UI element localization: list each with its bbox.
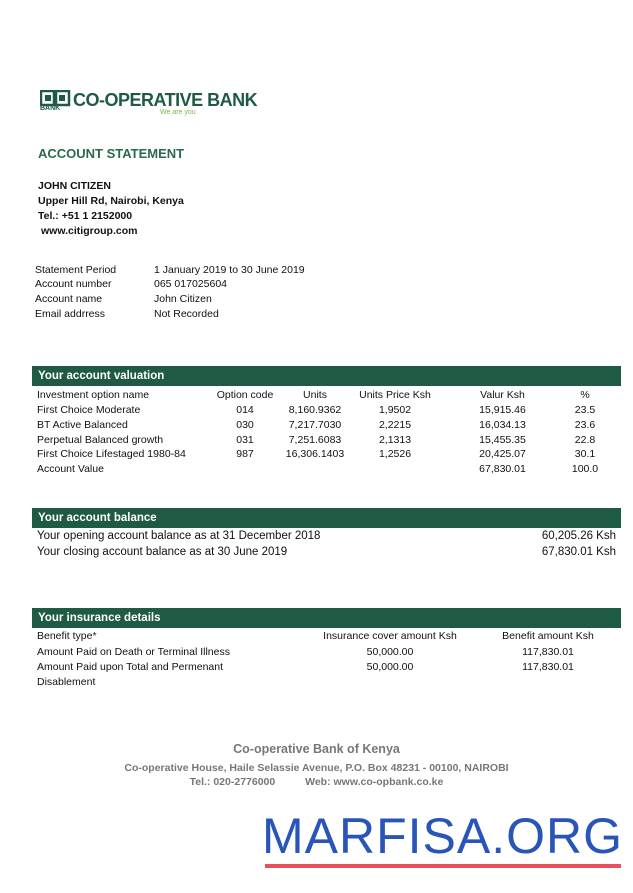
valuation-cell: 23.5 (574, 404, 596, 416)
footer-address: Co-operative House, Haile Selassie Avenu… (124, 762, 509, 774)
valuation-col-header: Valur Ksh (480, 389, 525, 401)
valuation-cell: 987 (236, 448, 254, 461)
valuation-cell: 15,915.46 (479, 404, 526, 416)
customer-address: Upper Hill Rd, Nairobi, Kenya (38, 195, 184, 207)
detail-value: 1 January 2019 to 30 June 2019 (154, 264, 305, 276)
valuation-cell: Account Value (37, 463, 104, 476)
valuation-cell: Perpetual Balanced growth (37, 433, 164, 446)
valuation-cell: 22.8 (574, 433, 596, 446)
valuation-cell: 15,455.35 (479, 433, 526, 446)
valuation-cell: 20,425.07 (479, 448, 526, 461)
valuation-cell: BT Active Balanced (37, 418, 128, 431)
valuation-cell: 7,251.6083 (288, 433, 342, 446)
insurance-header: Your insurance details (32, 608, 621, 628)
page-title: ACCOUNT STATEMENT (38, 146, 185, 161)
detail-label: Account name (35, 293, 103, 305)
valuation-cell: 16,306.1403 (285, 448, 345, 461)
balance-header: Your account balance (32, 508, 621, 528)
detail-value: Not Recorded (154, 308, 219, 320)
logo-small-text: BANK (40, 105, 61, 112)
detail-label: Statement Period (35, 264, 117, 276)
insurance-col-header: Benefit amount Ksh (502, 630, 594, 642)
valuation-header: Your account valuation (32, 366, 621, 386)
customer-tel: Tel.: +51 1 2152000 (38, 210, 133, 222)
insurance-amount: 117,830.01 (522, 661, 574, 673)
footer-bank-name: Co-operative Bank of Kenya (233, 742, 400, 756)
valuation-col-header: % (580, 389, 590, 401)
valuation-cell: 1,2526 (378, 448, 412, 461)
logo-mark-icon (40, 90, 71, 107)
valuation-cell: 30.1 (574, 448, 596, 461)
watermark: MARFISA.ORG (262, 808, 624, 864)
balance-label: Your opening account balance as at 31 De… (37, 530, 321, 542)
valuation-col-header: Option code (216, 389, 274, 401)
valuation-cell: 030 (236, 418, 254, 431)
valuation-cell: 014 (236, 404, 254, 416)
balance-value: 67,830.01 Ksh (541, 546, 616, 558)
balance-label: Your closing account balance as at 30 Ju… (37, 546, 288, 558)
valuation-cell: 67,830.01 (479, 463, 526, 476)
footer-contact: Tel.: 020-2776000 Web: www.co-opbank.co.… (0, 776, 633, 788)
insurance-col-header: Benefit type* (37, 630, 97, 642)
customer-name: JOHN CITIZEN (38, 180, 111, 192)
watermark-underline (265, 864, 621, 868)
valuation-cell: First Choice Moderate (37, 404, 141, 416)
insurance-benefit: Amount Paid on Death or Terminal Illness (37, 646, 230, 658)
detail-value: 065 017025604 (154, 278, 227, 290)
valuation-cell: 8,160.9362 (288, 404, 342, 416)
valuation-cell: 23.6 (574, 418, 596, 431)
tagline: We are you (160, 109, 196, 116)
valuation-cell: 7,217.7030 (288, 418, 342, 431)
detail-label: Email addrress (35, 308, 106, 320)
valuation-cell: 2,2215 (378, 418, 412, 431)
valuation-cell: 031 (236, 433, 254, 446)
valuation-col-header: Units Price Ksh (359, 389, 431, 401)
insurance-cover: 50,000.00 (366, 646, 414, 658)
detail-value: John Citizen (154, 293, 212, 305)
insurance-benefit-cont: Disablement (37, 676, 96, 688)
customer-web: www.citigroup.com (41, 225, 138, 237)
footer-web: Web: www.co-opbank.co.ke (305, 776, 444, 788)
bank-name: CO-OPERATIVE BANK (73, 90, 258, 110)
valuation-cell: First Choice Lifestaged 1980-84 (37, 448, 186, 461)
valuation-cell: 1,9502 (378, 404, 412, 416)
insurance-cover: 50,000.00 (366, 661, 414, 673)
valuation-cell: 100.0 (571, 463, 599, 476)
valuation-cell: 2,1313 (378, 433, 412, 446)
insurance-benefit: Amount Paid upon Total and Permenant (37, 661, 224, 673)
detail-label: Account number (35, 278, 112, 290)
footer-tel: Tel.: 020-2776000 (189, 776, 276, 788)
valuation-cell: 16,034.13 (479, 418, 526, 431)
balance-value: 60,205.26 Ksh (541, 530, 616, 542)
valuation-col-header: Investment option name (37, 389, 150, 401)
insurance-col-header: Insurance cover amount Ksh (323, 630, 457, 642)
insurance-amount: 117,830.01 (522, 646, 574, 658)
valuation-col-header: Units (303, 389, 327, 401)
